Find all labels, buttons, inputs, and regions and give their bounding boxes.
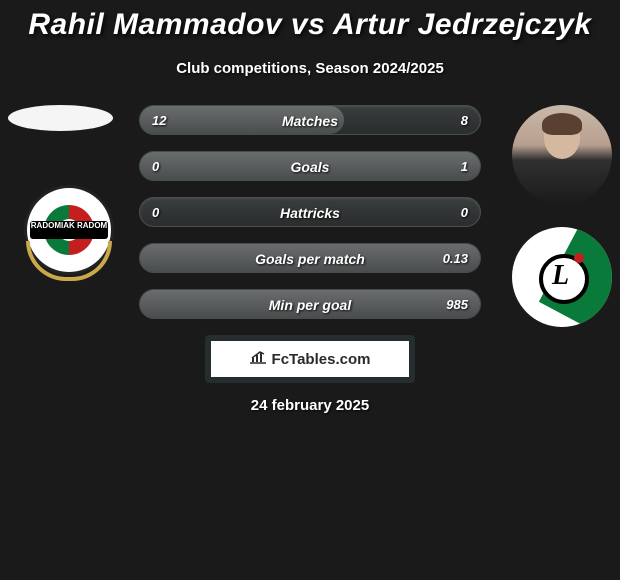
stat-right-value: 1 — [461, 152, 468, 182]
stat-label: Min per goal — [140, 290, 480, 320]
player-left-avatar — [8, 105, 113, 131]
chart-icon — [250, 350, 268, 369]
page-title: Rahil Mammadov vs Artur Jedrzejczyk — [0, 0, 620, 42]
club-right-letter: L — [552, 260, 569, 292]
date-text: 24 february 2025 — [0, 397, 620, 414]
stat-bar: Min per goal985 — [139, 289, 481, 319]
stat-label: Goals — [140, 152, 480, 182]
stat-right-value: 0 — [461, 198, 468, 228]
stat-right-value: 8 — [461, 106, 468, 136]
player-right-avatar — [512, 105, 612, 205]
subtitle: Club competitions, Season 2024/2025 — [0, 60, 620, 77]
club-left-badge: RADOMIAK RADOM — [20, 181, 118, 279]
stat-bar: 0Goals1 — [139, 151, 481, 181]
source-logo: FcTables.com — [205, 335, 415, 383]
source-logo-text: FcTables.com — [272, 351, 371, 368]
club-right-badge: L — [512, 227, 612, 327]
stat-label: Hattricks — [140, 198, 480, 228]
player-left-column: RADOMIAK RADOM — [8, 105, 118, 279]
stats-bars: 12Matches80Goals10Hattricks0Goals per ma… — [139, 105, 481, 319]
comparison-panel: RADOMIAK RADOM L 12Matches80Goals10Hattr… — [0, 105, 620, 414]
stat-right-value: 0.13 — [443, 244, 468, 274]
stat-label: Matches — [140, 106, 480, 136]
club-left-label: RADOMIAK RADOM — [30, 221, 108, 239]
player-right-column: L — [512, 105, 612, 327]
stat-right-value: 985 — [446, 290, 468, 320]
stat-bar: 12Matches8 — [139, 105, 481, 135]
stat-bar: Goals per match0.13 — [139, 243, 481, 273]
stat-bar: 0Hattricks0 — [139, 197, 481, 227]
stat-label: Goals per match — [140, 244, 480, 274]
